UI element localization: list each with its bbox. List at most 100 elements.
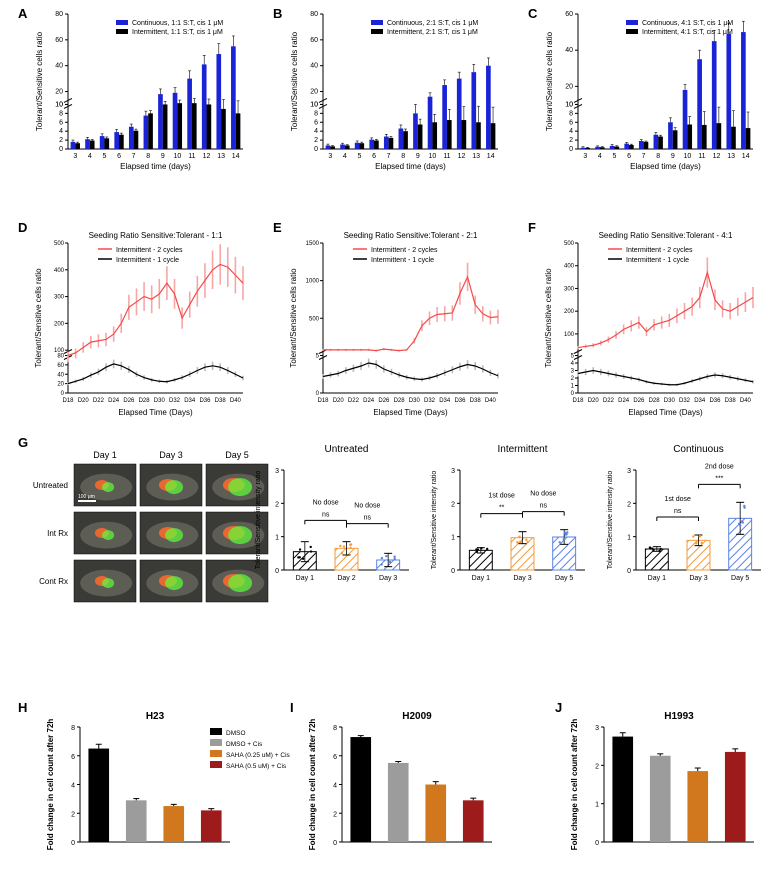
svg-text:1000: 1000 [306, 279, 320, 285]
svg-text:D24: D24 [618, 398, 630, 404]
svg-text:0: 0 [569, 146, 573, 153]
svg-text:Continuous, 2:1 S:T, cis 1 μM: Continuous, 2:1 S:T, cis 1 μM [387, 20, 478, 27]
svg-text:D28: D28 [649, 398, 661, 404]
svg-text:6: 6 [627, 153, 631, 160]
svg-text:Day 5: Day 5 [555, 575, 573, 582]
svg-text:500: 500 [309, 316, 320, 322]
svg-text:13: 13 [217, 153, 225, 160]
svg-text:Tolerant/Sensitive intensity r: Tolerant/Sensitive intensity ratio [607, 471, 614, 570]
svg-text:0: 0 [333, 840, 337, 847]
svg-text:8: 8 [71, 725, 75, 732]
svg-text:80: 80 [57, 354, 64, 360]
svg-text:Continuous, 4:1 S:T, cis 1 μM: Continuous, 4:1 S:T, cis 1 μM [642, 20, 733, 27]
svg-text:D22: D22 [93, 398, 105, 404]
panel-label-B: B [273, 6, 282, 21]
svg-text:D30: D30 [409, 398, 421, 404]
svg-text:Continuous: Continuous [673, 444, 724, 455]
svg-text:Intermittent, 1:1 S:T, cis 1 μ: Intermittent, 1:1 S:T, cis 1 μM [132, 29, 223, 36]
svg-text:Tolerant/Sensitive intensity r: Tolerant/Sensitive intensity ratio [431, 471, 438, 570]
chart-B: 02468101020406080Tolerant/Sensitive cell… [285, 6, 510, 184]
svg-text:Intermittent - 1 cycle: Intermittent - 1 cycle [371, 257, 434, 264]
svg-text:8: 8 [656, 153, 660, 160]
svg-text:D36: D36 [199, 398, 211, 404]
svg-text:D28: D28 [394, 398, 406, 404]
svg-text:Tolerant/Sensitive cells ratio: Tolerant/Sensitive cells ratio [289, 268, 298, 368]
svg-text:Tolerant/Sensitive cells ratio: Tolerant/Sensitive cells ratio [545, 31, 554, 131]
svg-text:Day 1: Day 1 [648, 575, 666, 582]
svg-text:7: 7 [132, 153, 136, 160]
svg-text:Intermittent: Intermittent [497, 444, 547, 455]
svg-text:500: 500 [54, 241, 65, 247]
svg-text:1: 1 [275, 535, 279, 542]
chart-A: 02468101020406080Tolerant/Sensitive cell… [30, 6, 255, 184]
svg-text:Intermittent, 4:1 S:T, cis 1 μ: Intermittent, 4:1 S:T, cis 1 μM [642, 29, 733, 36]
svg-text:2: 2 [627, 501, 631, 508]
svg-text:60: 60 [310, 37, 318, 44]
panel-label-D: D [18, 220, 27, 235]
svg-text:8: 8 [333, 725, 337, 732]
svg-text:D36: D36 [454, 398, 466, 404]
svg-text:3: 3 [571, 369, 575, 375]
svg-text:6: 6 [117, 153, 121, 160]
svg-text:9: 9 [161, 153, 165, 160]
svg-text:D32: D32 [169, 398, 181, 404]
svg-text:DMSO: DMSO [226, 730, 246, 737]
svg-text:H1993: H1993 [664, 711, 694, 722]
svg-text:2: 2 [314, 137, 318, 144]
svg-text:60: 60 [55, 37, 63, 44]
svg-text:9: 9 [671, 153, 675, 160]
svg-text:D40: D40 [485, 398, 497, 404]
svg-text:3: 3 [583, 153, 587, 160]
svg-text:D22: D22 [603, 398, 615, 404]
svg-text:5: 5 [316, 354, 320, 360]
svg-text:2: 2 [571, 376, 575, 382]
svg-text:Intermittent - 1 cycle: Intermittent - 1 cycle [116, 257, 179, 264]
svg-text:D34: D34 [184, 398, 196, 404]
svg-text:10: 10 [565, 101, 573, 108]
svg-text:D18: D18 [317, 398, 329, 404]
svg-text:7: 7 [387, 153, 391, 160]
svg-text:100: 100 [54, 348, 65, 354]
svg-text:1st dose: 1st dose [488, 493, 515, 500]
svg-text:300: 300 [564, 286, 575, 292]
svg-text:0: 0 [451, 568, 455, 575]
svg-text:300: 300 [54, 295, 65, 301]
svg-text:D20: D20 [588, 398, 600, 404]
svg-text:8: 8 [146, 153, 150, 160]
svg-text:400: 400 [54, 268, 65, 274]
svg-text:4: 4 [314, 128, 318, 135]
svg-text:2: 2 [333, 811, 337, 818]
svg-text:8: 8 [569, 110, 573, 117]
svg-text:3: 3 [627, 468, 631, 475]
svg-text:Day 1: Day 1 [296, 575, 314, 582]
svg-text:Cont Rx: Cont Rx [39, 577, 68, 586]
svg-text:200: 200 [564, 309, 575, 315]
chart-G-continuous: Continuous0123Tolerant/Sensitive intensi… [602, 440, 767, 605]
panel-label-H: H [18, 700, 27, 715]
chart-C: 024681010204060Tolerant/Sensitive cells … [540, 6, 765, 184]
svg-text:D38: D38 [725, 398, 737, 404]
panel-label-I: I [290, 700, 294, 715]
svg-text:D38: D38 [470, 398, 482, 404]
svg-text:ns: ns [322, 511, 330, 518]
svg-text:100 μm: 100 μm [78, 494, 95, 500]
svg-text:Intermittent - 2 cycles: Intermittent - 2 cycles [371, 247, 438, 254]
svg-text:Tolerant/Sensitive intensity r: Tolerant/Sensitive intensity ratio [255, 471, 262, 570]
svg-text:D20: D20 [333, 398, 345, 404]
svg-text:10: 10 [683, 153, 691, 160]
svg-text:3: 3 [275, 468, 279, 475]
svg-text:No dose: No dose [530, 491, 556, 498]
svg-text:D20: D20 [78, 398, 90, 404]
svg-text:D40: D40 [740, 398, 752, 404]
svg-text:0: 0 [59, 146, 63, 153]
svg-text:H23: H23 [146, 711, 165, 722]
svg-text:60: 60 [565, 11, 573, 18]
svg-text:Fold change in cell count afte: Fold change in cell count after 72h [46, 719, 55, 851]
svg-text:D40: D40 [230, 398, 242, 404]
svg-text:D38: D38 [215, 398, 227, 404]
svg-text:Seeding Ratio Sensitive:Tolera: Seeding Ratio Sensitive:Tolerant - 4:1 [599, 231, 733, 240]
svg-text:Seeding Ratio Sensitive:Tolera: Seeding Ratio Sensitive:Tolerant - 2:1 [344, 231, 478, 240]
svg-text:Elapsed time (days): Elapsed time (days) [630, 162, 701, 171]
svg-text:Elapsed Time (Days): Elapsed Time (Days) [628, 408, 703, 417]
panel-label-F: F [528, 220, 536, 235]
